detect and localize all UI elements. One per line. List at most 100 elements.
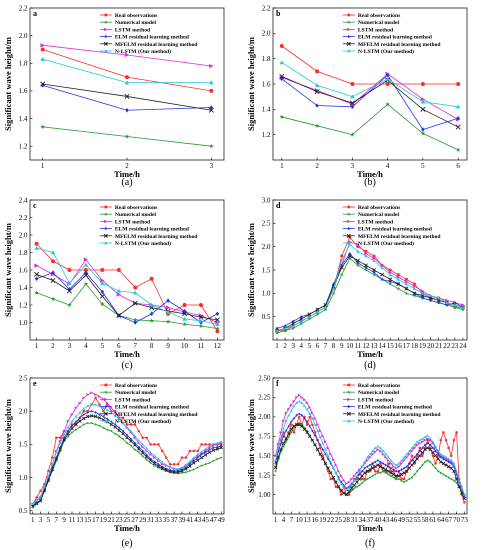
data-point — [336, 485, 341, 489]
x-tick-label: 17 — [92, 516, 100, 524]
data-point — [439, 452, 443, 456]
data-point — [305, 429, 309, 433]
data-point — [456, 82, 461, 86]
data-point — [292, 417, 296, 420]
y-tick-label: 1.00 — [258, 491, 271, 499]
data-point — [313, 417, 317, 420]
x-tick-label: 37 — [367, 516, 375, 524]
data-point — [180, 466, 184, 469]
series-line — [276, 243, 464, 332]
data-point — [462, 496, 467, 501]
data-point — [283, 328, 287, 333]
data-point — [368, 475, 372, 479]
x-tick-label: 31 — [351, 516, 359, 524]
data-point — [215, 441, 219, 445]
data-point — [282, 427, 285, 430]
data-point — [376, 463, 380, 467]
data-point — [276, 458, 280, 461]
data-point — [345, 482, 348, 486]
data-point — [78, 416, 81, 420]
x-tick-label: 1 — [280, 162, 284, 170]
legend-swatch-marker — [347, 27, 351, 32]
y-tick-label: 1.0 — [19, 319, 28, 327]
legend-entry: MFELM residual learning method — [358, 234, 442, 240]
data-point — [149, 443, 152, 446]
data-point — [157, 443, 160, 446]
data-point — [323, 307, 328, 312]
series-real-observations — [279, 44, 461, 86]
data-point — [137, 450, 141, 454]
data-point — [149, 452, 152, 456]
data-point — [82, 413, 85, 416]
data-point — [125, 423, 129, 426]
legend-entry: Numerical model — [358, 390, 400, 396]
y-tick-label: 1.5 — [19, 441, 28, 449]
data-point — [423, 438, 427, 442]
data-point — [381, 466, 385, 470]
data-point — [299, 314, 303, 319]
data-point — [356, 245, 360, 249]
data-point — [405, 465, 408, 468]
data-point — [307, 317, 312, 321]
y-tick-label: 2.2 — [19, 4, 28, 12]
data-point — [356, 263, 360, 267]
data-point — [215, 322, 220, 327]
data-point — [54, 457, 59, 461]
data-point — [386, 458, 390, 462]
data-point — [302, 427, 307, 432]
data-point — [199, 303, 203, 307]
data-point — [389, 466, 393, 470]
y-axis-label: Significant wave height/m — [246, 37, 256, 131]
y-axis-label: Significant wave height/m — [246, 399, 256, 493]
series-line — [281, 103, 459, 151]
data-point — [137, 441, 141, 445]
data-point — [445, 300, 449, 305]
data-point — [215, 457, 219, 461]
legend-entry: N-LSTM (Our method) — [115, 418, 171, 425]
data-point — [380, 277, 384, 282]
data-point — [276, 455, 280, 459]
data-point — [321, 448, 324, 451]
data-point — [458, 480, 461, 484]
x-tick-label: 58 — [422, 516, 430, 524]
data-point — [160, 460, 164, 464]
data-point — [157, 462, 160, 466]
data-point — [373, 472, 377, 476]
data-point — [275, 326, 279, 331]
series-n-lstm — [34, 245, 220, 327]
data-point — [98, 395, 101, 398]
data-point — [114, 423, 117, 426]
legend-swatch-marker — [347, 13, 351, 17]
data-point — [365, 458, 369, 462]
x-tick-label: 19 — [419, 342, 427, 350]
legend-entry: LSTM method — [115, 219, 151, 225]
data-point — [355, 474, 359, 478]
y-axis-label: Significant wave height/m — [3, 399, 13, 493]
data-point — [284, 429, 288, 433]
data-point — [358, 468, 361, 472]
data-point — [207, 450, 212, 455]
data-point — [315, 447, 320, 452]
data-point — [292, 399, 296, 403]
data-point — [389, 474, 393, 478]
data-point — [300, 396, 304, 399]
data-point — [129, 429, 133, 433]
y-tick-label: 2.50 — [258, 374, 271, 382]
data-point — [370, 466, 375, 470]
x-tick-label: 21 — [108, 516, 116, 524]
data-point — [380, 265, 384, 270]
data-point — [371, 474, 375, 478]
x-tick-label: 28 — [343, 516, 351, 524]
data-point — [212, 446, 215, 450]
data-point — [63, 436, 66, 440]
data-point — [82, 407, 86, 410]
y-tick-label: 2.0 — [19, 231, 28, 239]
data-point — [428, 447, 433, 452]
data-point — [453, 305, 457, 309]
y-axis-label: Significant wave height/m — [3, 37, 13, 131]
data-point — [307, 314, 312, 319]
data-point — [405, 455, 409, 459]
data-point — [347, 491, 351, 495]
data-point — [70, 413, 74, 416]
data-point — [415, 457, 419, 461]
